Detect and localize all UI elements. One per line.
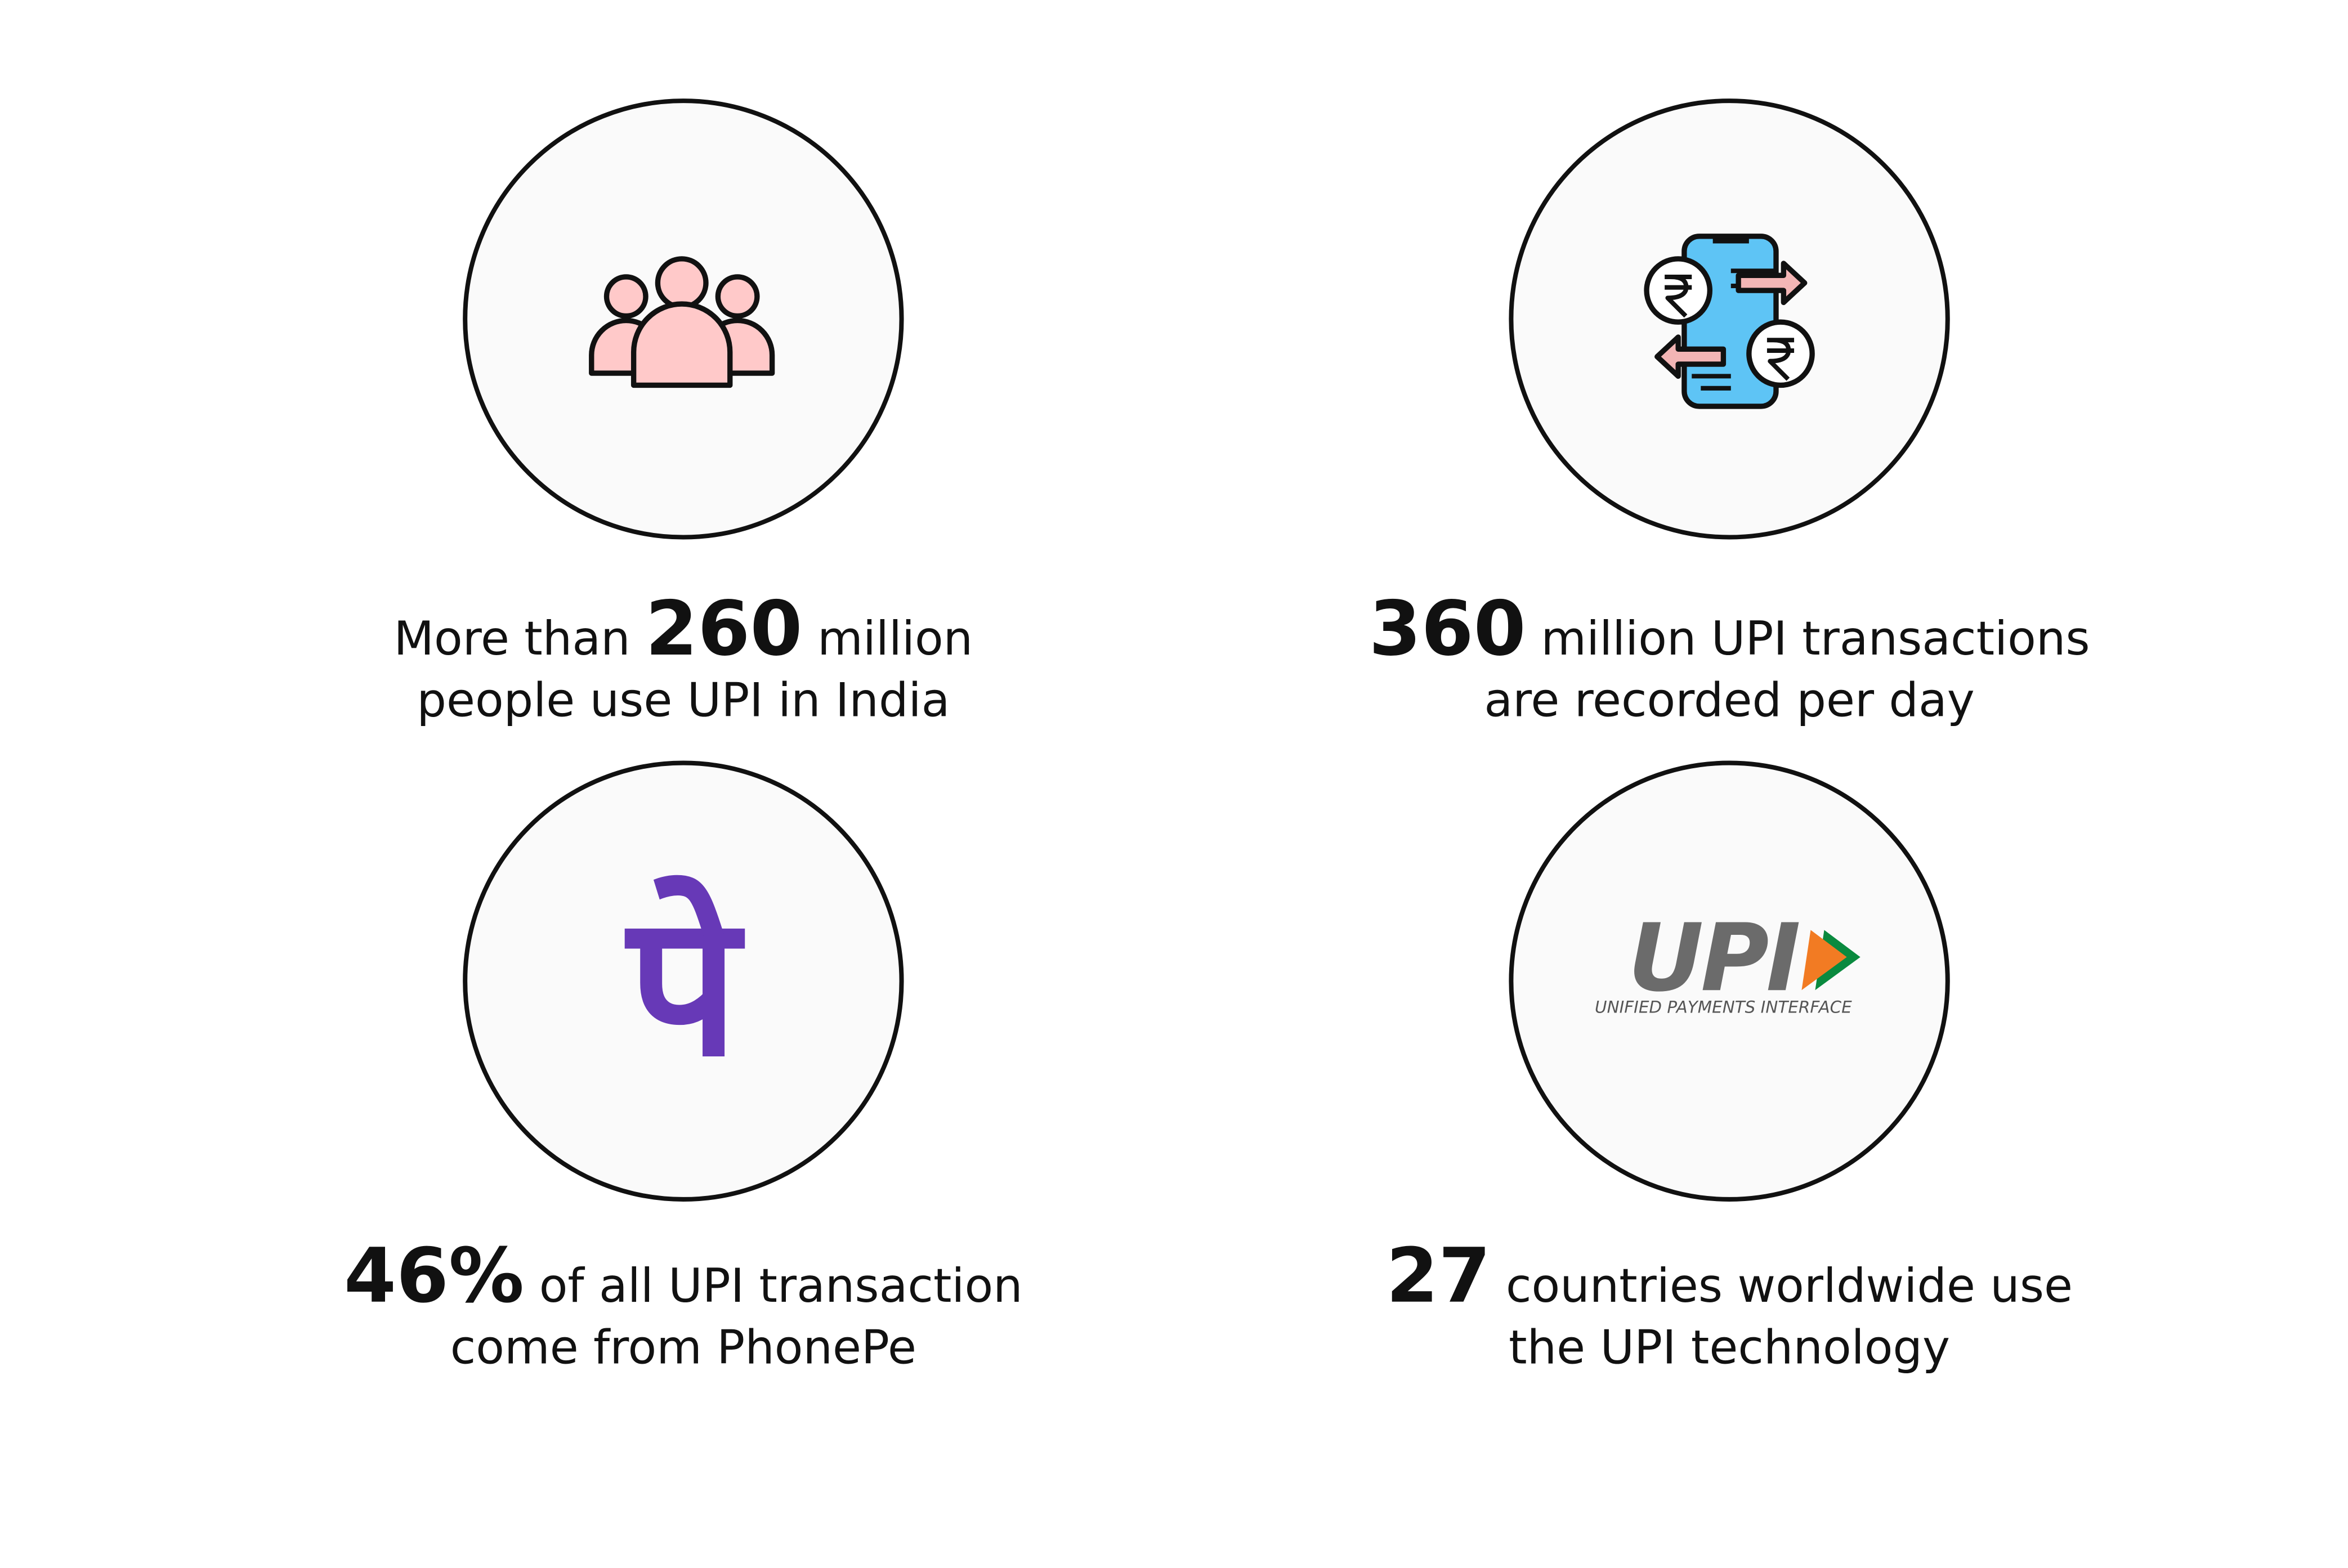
caption-line: 360 million UPI transactions — [1369, 585, 2090, 673]
upi-logo-caption: UNIFIED PAYMENTS INTERFACE — [1595, 997, 1852, 1016]
captions: More than 260 million people use UPI in Ind… — [344, 585, 2090, 1374]
phonepe-logo: पे — [625, 872, 747, 1100]
stat-number: 27 — [1386, 1232, 1491, 1320]
caption-line: people use UPI in India — [417, 673, 950, 728]
caption-text: countries worldwide use — [1506, 1258, 2073, 1313]
icon-circle — [1509, 760, 1950, 1202]
caption-line: More than 260 million — [394, 585, 973, 673]
people-icon — [589, 256, 775, 388]
caption-text: More than — [394, 611, 630, 666]
icon-circle — [463, 760, 904, 1202]
caption-text: million UPI transactions — [1541, 611, 2090, 666]
caption-line: 27 countries worldwide use — [1386, 1232, 2073, 1320]
caption-text: of all UPI transaction — [539, 1258, 1023, 1313]
payment-transfer-icon — [1644, 234, 1815, 409]
caption-text: million — [817, 611, 973, 666]
upi-logo-text: UPI — [1628, 904, 1799, 1013]
caption-line: come from PhonePe — [450, 1320, 916, 1374]
stat-number: 360 — [1369, 585, 1526, 673]
caption-line: 46% of all UPI transaction — [344, 1232, 1023, 1320]
caption-line: are recorded per day — [1484, 673, 1974, 728]
stat-number: 260 — [645, 585, 802, 673]
upi-logo: UPI UNIFIED PAYMENTS INTERFACE — [1595, 904, 1860, 1016]
caption-line: the UPI technology — [1509, 1320, 1950, 1374]
upi-logo-arrow — [1801, 930, 1847, 991]
stat-number: 46% — [344, 1232, 524, 1320]
